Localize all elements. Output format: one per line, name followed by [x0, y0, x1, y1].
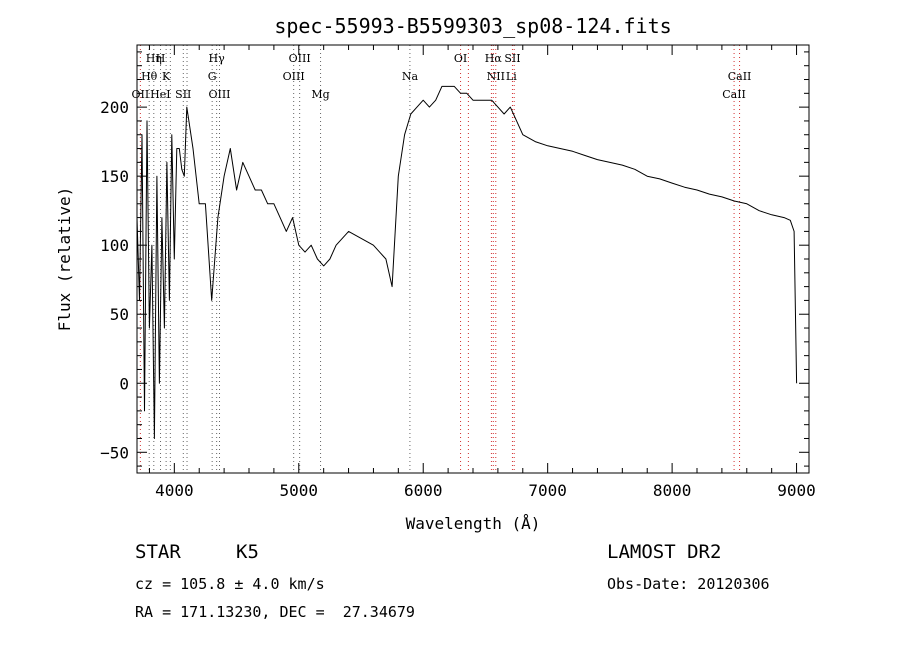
x-tick-label: 7000 — [528, 481, 567, 500]
plot-frame — [136, 44, 810, 474]
line-id-label: G — [208, 70, 217, 83]
x-tick-label: 8000 — [653, 481, 692, 500]
line-id-label: OII — [132, 88, 150, 101]
x-tick-label: 5000 — [280, 481, 319, 500]
x-tick-label: 4000 — [155, 481, 194, 500]
line-id-label: H — [156, 52, 166, 65]
chart-title: spec-55993-B5599303_sp08-124.fits — [274, 14, 671, 38]
y-axis-ticks: −50 0 50 100 150 200 — [100, 51, 809, 467]
line-id-label: OIII — [283, 70, 305, 83]
line-id-label: SII — [504, 52, 520, 65]
y-tick-label: −50 — [100, 443, 129, 462]
line-id-label: Hγ — [209, 52, 226, 65]
coordinates: RA = 171.13230, DEC = 27.34679 — [135, 603, 415, 621]
line-id-label: NII — [487, 70, 505, 83]
line-id-label: Hη — [146, 52, 162, 65]
line-id-label: SII — [175, 88, 191, 101]
y-tick-label: 0 — [119, 374, 129, 393]
line-id-label: OI — [454, 52, 467, 65]
line-id-label: HeI — [150, 88, 170, 101]
x-tick-label: 6000 — [404, 481, 443, 500]
y-axis-label: Flux (relative) — [55, 187, 74, 332]
line-id-label: CaII — [728, 70, 752, 83]
y-tick-label: 50 — [110, 305, 129, 324]
x-tick-label: 9000 — [777, 481, 816, 500]
spectral-line-markers — [139, 45, 741, 473]
line-id-label: OIII — [208, 88, 230, 101]
y-tick-label: 100 — [100, 236, 129, 255]
line-id-label: OIII — [289, 52, 311, 65]
spectrum-line — [136, 85, 798, 439]
x-axis-label: Wavelength (Å) — [406, 514, 541, 533]
survey-name: LAMOST DR2 — [607, 541, 722, 563]
line-id-label: Mg — [311, 88, 329, 101]
y-tick-label: 150 — [100, 167, 129, 186]
x-axis-ticks: 4000 5000 6000 7000 8000 9000 — [148, 45, 816, 500]
line-id-label: Na — [402, 70, 419, 83]
observation-date: Obs-Date: 20120306 — [607, 575, 770, 593]
line-id-label: Hα — [485, 52, 503, 65]
line-id-label: Li — [506, 70, 517, 83]
line-id-label: K — [162, 70, 171, 83]
object-class: STAR — [135, 541, 181, 563]
object-subclass: K5 — [236, 541, 259, 563]
redshift-velocity: cz = 105.8 ± 4.0 km/s — [135, 575, 325, 593]
y-tick-label: 200 — [100, 98, 129, 117]
line-id-label: CaII — [722, 88, 746, 101]
line-id-label: Hθ — [141, 70, 158, 83]
spectrum-series — [136, 85, 798, 439]
